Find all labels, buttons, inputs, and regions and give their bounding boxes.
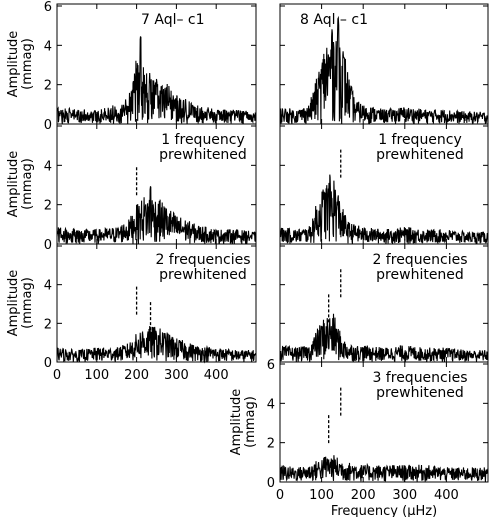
y-tick-label: 2 [267, 437, 275, 452]
y-tick-label: 0 [44, 118, 52, 133]
panel-title: 1 frequency prewhitened [376, 132, 464, 163]
y-tick-label: 6 [267, 358, 275, 373]
y-tick-label: 0 [267, 476, 275, 491]
y-tick-label: 2 [44, 317, 52, 332]
x-tick-label: 100 [84, 368, 109, 383]
spectrum-line [279, 313, 489, 362]
y-tick-label: 4 [44, 159, 52, 174]
y-tick-label: 4 [267, 397, 275, 412]
panel-title: 3 frequencies prewhitened [372, 370, 467, 401]
panel-5: 1 frequency prewhitened [279, 123, 489, 245]
x-tick-label: 100 [309, 488, 334, 503]
x-tick-label: 200 [124, 368, 149, 383]
panel-1: 0 2 4 6 7 Aql– c1 Amplitude(mmag) [6, 0, 257, 133]
panel-title: 2 frequencies prewhitened [372, 252, 467, 283]
panel-7: 0 2 4 6 0 100 200 300 400 3 frequencies prewhitene… [229, 358, 489, 517]
x-tick-label: 300 [392, 488, 417, 503]
spectrum-line [56, 186, 257, 245]
y-tick-label: 2 [44, 79, 52, 94]
x-tick-label: 0 [53, 368, 61, 383]
y-tick-label: 4 [44, 279, 52, 294]
spectrum-line [56, 36, 257, 125]
y-axis-label: Amplitude(mmag) [6, 31, 35, 98]
spectrum-line [56, 325, 257, 364]
spectrum-line [279, 455, 489, 482]
x-tick-label: 400 [204, 368, 229, 383]
panel-title: 7 Aql– c1 [141, 12, 205, 28]
x-axis-label: Frequency (μHz) [331, 504, 437, 517]
panel-frame [279, 361, 489, 483]
y-tick-label: 4 [44, 39, 52, 54]
panel-title: 2 frequencies prewhitened [155, 252, 250, 283]
panel-title: 8 Aql – c1 [300, 12, 368, 28]
y-axis-label: Amplitude(mmag) [6, 270, 35, 337]
spectrum-line [279, 174, 489, 244]
panel-title: 1 frequency prewhitened [159, 132, 247, 163]
spectrum-line [279, 15, 489, 125]
panel-3: 0 2 4 0 100 200 300 400 2 frequencies prewhitened… [6, 243, 257, 383]
x-tick-label: 400 [434, 488, 459, 503]
y-tick-label: 0 [44, 238, 52, 253]
y-axis-label: Amplitude(mmag) [229, 389, 258, 456]
y-tick-label: 2 [44, 199, 52, 214]
x-tick-label: 200 [351, 488, 376, 503]
x-tick-label: 300 [164, 368, 189, 383]
y-tick-label: 0 [44, 356, 52, 371]
panel-2: 0 2 4 1 frequency prewhitened Amplitude(mmag) [6, 123, 257, 253]
panel-4: 8 Aql – c1 [279, 3, 489, 125]
x-tick-label: 0 [276, 488, 284, 503]
panel-frame [56, 243, 257, 363]
y-axis-label: Amplitude(mmag) [6, 151, 35, 218]
y-tick-label: 6 [44, 0, 52, 15]
panel-6: 2 frequencies prewhitened [279, 243, 489, 363]
